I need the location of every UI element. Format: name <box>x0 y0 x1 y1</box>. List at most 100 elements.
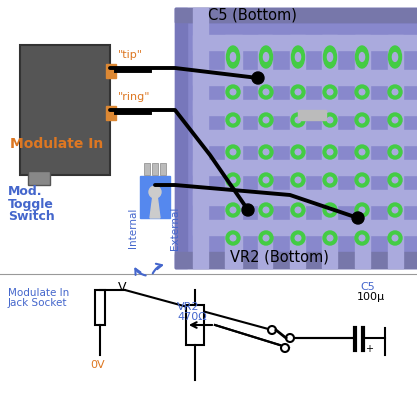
Circle shape <box>355 113 369 127</box>
Circle shape <box>291 173 305 187</box>
Circle shape <box>392 117 398 123</box>
Circle shape <box>286 334 294 342</box>
Ellipse shape <box>226 46 239 68</box>
Text: C5 (Bottom): C5 (Bottom) <box>208 8 297 23</box>
Text: Mod.: Mod. <box>8 185 43 198</box>
Circle shape <box>291 231 305 245</box>
Ellipse shape <box>392 53 397 61</box>
Text: Switch: Switch <box>8 210 55 223</box>
Circle shape <box>230 149 236 155</box>
Polygon shape <box>150 195 160 218</box>
Text: 100μ: 100μ <box>357 292 385 302</box>
Ellipse shape <box>324 46 337 68</box>
Ellipse shape <box>231 53 236 61</box>
Ellipse shape <box>327 53 333 61</box>
Bar <box>106 64 116 78</box>
Circle shape <box>291 145 305 159</box>
Circle shape <box>295 89 301 95</box>
Circle shape <box>295 149 301 155</box>
Bar <box>175 254 417 268</box>
Text: C5: C5 <box>360 282 375 292</box>
Bar <box>355 35 370 268</box>
Circle shape <box>359 117 365 123</box>
Text: V: V <box>118 281 126 294</box>
Circle shape <box>323 231 337 245</box>
Circle shape <box>388 203 402 217</box>
Circle shape <box>388 85 402 99</box>
Bar <box>322 35 337 268</box>
Bar <box>193 160 417 175</box>
Circle shape <box>392 207 398 213</box>
Circle shape <box>259 231 273 245</box>
Bar <box>95 290 105 325</box>
Text: Jack Socket: Jack Socket <box>8 298 68 308</box>
Circle shape <box>291 203 305 217</box>
Ellipse shape <box>356 46 369 68</box>
Circle shape <box>355 173 369 187</box>
Circle shape <box>263 89 269 95</box>
Circle shape <box>359 235 365 241</box>
Circle shape <box>327 177 333 183</box>
Circle shape <box>355 85 369 99</box>
Circle shape <box>352 212 364 224</box>
Circle shape <box>392 149 398 155</box>
Circle shape <box>226 145 240 159</box>
Circle shape <box>230 207 236 213</box>
Text: "tip": "tip" <box>118 50 143 60</box>
Circle shape <box>281 344 289 352</box>
Bar <box>175 8 417 22</box>
Circle shape <box>327 207 333 213</box>
Circle shape <box>230 235 236 241</box>
Bar <box>160 163 166 175</box>
Circle shape <box>259 203 273 217</box>
Bar <box>193 35 417 50</box>
Text: 470Ω: 470Ω <box>177 312 207 322</box>
Bar <box>290 35 305 268</box>
Circle shape <box>263 117 269 123</box>
Circle shape <box>355 231 369 245</box>
Bar <box>175 252 417 268</box>
Ellipse shape <box>259 46 272 68</box>
Circle shape <box>388 113 402 127</box>
Circle shape <box>268 326 276 334</box>
Circle shape <box>263 207 269 213</box>
Bar <box>175 8 417 22</box>
Bar <box>298 110 326 120</box>
Bar <box>258 35 272 268</box>
Circle shape <box>327 235 333 241</box>
Circle shape <box>327 89 333 95</box>
Text: "ring": "ring" <box>118 92 151 102</box>
Text: Modulate In: Modulate In <box>10 137 103 151</box>
Circle shape <box>263 177 269 183</box>
Bar <box>193 100 417 115</box>
Bar <box>193 8 208 268</box>
Text: +: + <box>365 344 373 354</box>
Bar <box>175 8 187 268</box>
Bar <box>225 35 242 268</box>
Bar <box>28 171 50 185</box>
Circle shape <box>230 89 236 95</box>
Circle shape <box>259 113 273 127</box>
Bar <box>140 176 170 218</box>
Bar <box>20 45 110 175</box>
Circle shape <box>295 117 301 123</box>
Circle shape <box>392 177 398 183</box>
Bar <box>152 163 158 175</box>
Text: 0V: 0V <box>90 360 105 370</box>
Circle shape <box>323 113 337 127</box>
Circle shape <box>323 85 337 99</box>
Circle shape <box>295 207 301 213</box>
Circle shape <box>230 177 236 183</box>
Bar <box>106 106 116 120</box>
Circle shape <box>252 72 264 84</box>
Bar <box>388 35 403 268</box>
Circle shape <box>226 85 240 99</box>
Circle shape <box>291 85 305 99</box>
Ellipse shape <box>264 53 269 61</box>
Text: Toggle: Toggle <box>8 198 54 211</box>
Circle shape <box>226 173 240 187</box>
Circle shape <box>327 117 333 123</box>
Circle shape <box>259 85 273 99</box>
Text: External: External <box>170 206 180 250</box>
Circle shape <box>392 89 398 95</box>
